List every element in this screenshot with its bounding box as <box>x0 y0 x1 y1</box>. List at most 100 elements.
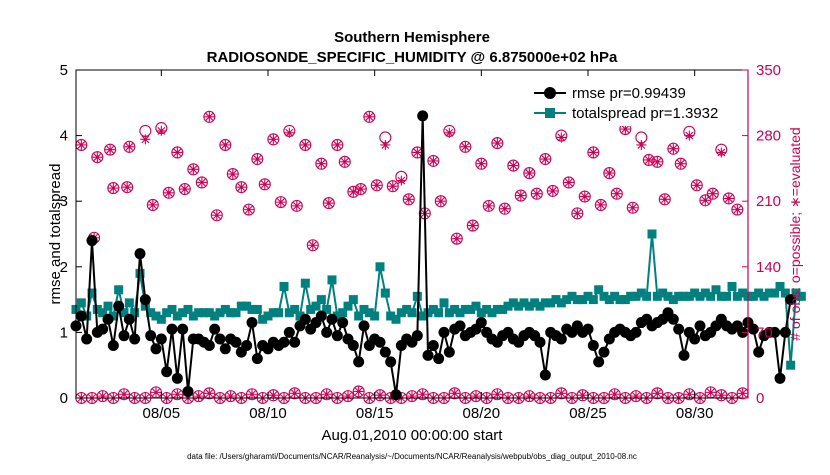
obs-possible-marker <box>571 207 584 220</box>
obs-low-possible-marker <box>352 385 365 398</box>
rmse-point <box>694 320 706 332</box>
totalspread-point <box>279 281 289 291</box>
obs-evaluated-marker <box>140 134 151 145</box>
obs-low-possible-marker <box>171 388 184 401</box>
totalspread-point <box>679 291 689 301</box>
totalspread-point <box>391 314 401 324</box>
totalspread-point <box>407 308 417 318</box>
rmse-point <box>283 326 295 338</box>
obs-evaluated-marker <box>467 220 478 231</box>
totalspread-point <box>636 288 646 298</box>
rmse-point <box>417 110 429 122</box>
obs-possible-marker <box>299 138 312 152</box>
obs-evaluated-marker <box>604 168 615 179</box>
obs-evaluated-marker <box>124 141 135 152</box>
obs-low-evaluated-marker <box>492 389 503 400</box>
obs-possible-marker <box>530 187 543 200</box>
obs-possible-marker <box>123 140 136 153</box>
obs-possible-marker <box>195 176 208 189</box>
obs-evaluated-marker <box>588 147 599 158</box>
obs-evaluated-marker <box>275 197 286 208</box>
x-tick-label: 08/30 <box>676 405 714 422</box>
obs-possible-marker <box>347 185 360 198</box>
totalspread-point <box>263 311 273 321</box>
totalspread-point <box>130 308 140 318</box>
y-right-tick-label: 210 <box>756 193 781 210</box>
rmse-point <box>75 310 87 322</box>
obs-evaluated-marker <box>723 193 734 204</box>
totalspread-point <box>796 291 806 301</box>
obs-possible-marker <box>107 182 120 195</box>
obs-low-evaluated-marker <box>204 388 215 399</box>
totalspread-point <box>204 308 214 318</box>
obs-possible-marker <box>171 146 184 159</box>
totalspread-point <box>338 308 348 318</box>
obs-evaluated-marker <box>252 154 263 165</box>
rmse-point <box>747 323 759 335</box>
rmse-point <box>358 320 370 332</box>
obs-evaluated-marker <box>556 132 567 143</box>
rmse-point <box>150 343 162 355</box>
totalspread-point <box>444 308 454 318</box>
rmse-point <box>107 340 119 352</box>
obs-evaluated-marker <box>371 180 382 191</box>
totalspread-point <box>487 308 497 318</box>
totalspread-point <box>380 288 390 298</box>
totalspread-point <box>610 291 620 301</box>
totalspread-point <box>706 291 716 301</box>
obs-evaluated-marker <box>492 138 503 149</box>
obs-evaluated-marker <box>396 175 407 186</box>
x-tick-label: 08/25 <box>569 405 607 422</box>
obs-possible-marker <box>306 239 319 252</box>
y-left-tick-label: 5 <box>60 62 68 79</box>
rmse-point <box>475 317 487 329</box>
rmse-point <box>582 323 594 335</box>
totalspread-point <box>386 311 396 321</box>
totalspread-point <box>722 291 732 301</box>
obs-evaluated-marker <box>652 156 663 167</box>
rmse-point <box>427 340 439 352</box>
obs-evaluated-marker <box>579 191 590 202</box>
totalspread-point <box>242 301 252 311</box>
obs-possible-marker <box>482 199 495 212</box>
obs-possible-marker <box>706 187 719 200</box>
y-right-tick-label: 280 <box>756 128 781 145</box>
obs-low-evaluated-marker <box>172 389 183 400</box>
totalspread-point <box>780 288 790 298</box>
footer-data-file: data file: /Users/gharamti/Documents/NCA… <box>187 452 637 461</box>
totalspread-point <box>620 295 630 305</box>
obs-possible-marker <box>226 167 239 181</box>
rmse-point <box>385 356 397 368</box>
rmse-point <box>443 346 455 358</box>
rmse-point <box>123 313 135 325</box>
obs-evaluated-marker <box>476 158 487 169</box>
obs-possible-marker <box>386 180 399 193</box>
legend-box <box>528 76 740 126</box>
totalspread-point <box>519 298 529 308</box>
totalspread-point <box>455 308 465 318</box>
obs-evaluated-marker <box>364 111 375 122</box>
totalspread-point <box>562 295 572 305</box>
obs-possible-marker <box>514 189 527 202</box>
obs-possible-marker <box>434 195 447 208</box>
obs-evaluated-marker <box>188 164 199 175</box>
rmse-point <box>219 343 231 355</box>
rmse-point <box>411 330 423 342</box>
rmse-point <box>374 336 386 348</box>
y-left-tick-label: 2 <box>60 259 68 276</box>
totalspread-point <box>295 311 305 321</box>
obs-low-evaluated-marker <box>97 391 108 402</box>
totalspread-point <box>786 360 796 370</box>
totalspread-point <box>770 288 780 298</box>
obs-low-evaluated-marker <box>289 388 300 399</box>
totalspread-point <box>530 298 540 308</box>
totalspread-point <box>775 281 785 291</box>
totalspread-point <box>450 304 460 314</box>
rmse-point <box>353 356 365 368</box>
obs-evaluated-marker <box>595 199 606 210</box>
obs-low-evaluated-marker <box>225 391 236 402</box>
obs-low-evaluated-marker <box>631 391 641 402</box>
obs-possible-marker <box>203 110 216 123</box>
obs-evaluated-marker <box>675 158 686 169</box>
